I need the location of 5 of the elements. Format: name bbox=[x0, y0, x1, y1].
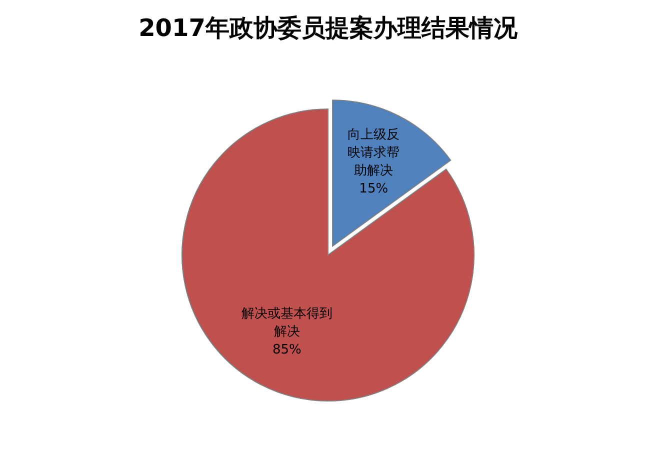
chart-title: 2017年政协委员提案办理结果情况 bbox=[138, 14, 518, 42]
data-label: 15% bbox=[359, 181, 388, 196]
slice-label: 向上级反映请求帮助解决 bbox=[348, 127, 400, 178]
data-label: 85% bbox=[272, 342, 302, 358]
slice-label: 解决或基本得到解决 bbox=[241, 306, 332, 340]
